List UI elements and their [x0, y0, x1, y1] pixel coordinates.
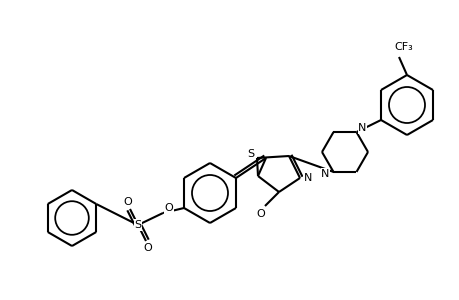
Text: O: O: [143, 243, 152, 253]
Text: N: N: [303, 173, 312, 183]
Text: S: S: [247, 149, 254, 159]
Text: O: O: [256, 209, 265, 219]
Text: O: O: [123, 197, 132, 207]
Text: O: O: [164, 203, 173, 213]
Text: N: N: [321, 169, 329, 179]
Text: CF₃: CF₃: [394, 42, 413, 52]
Text: N: N: [358, 123, 366, 133]
Text: S: S: [134, 220, 141, 230]
